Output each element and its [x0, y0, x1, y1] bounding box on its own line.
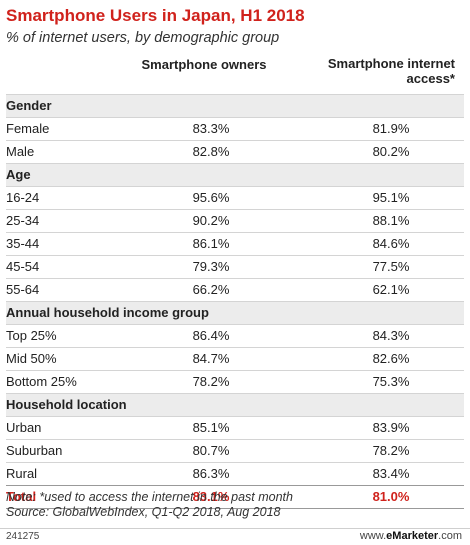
row-label: 16-24: [6, 190, 40, 205]
smartphone-internet-access-value: 84.6%: [372, 236, 410, 251]
smartphone-internet-access-value: 88.1%: [372, 213, 410, 228]
total-row: Total 83.1% 81.0%: [6, 485, 464, 509]
smartphone-owners-value: 83.3%: [192, 121, 230, 136]
brand-suffix: .com: [438, 530, 462, 542]
row-label: 45-54: [6, 259, 40, 274]
smartphone-internet-access-value: 84.3%: [372, 328, 410, 343]
row-label: Bottom 25%: [6, 374, 77, 389]
section-label: Age: [6, 167, 31, 182]
table-row: 45-54 79.3% 77.5%: [6, 255, 464, 278]
smartphone-owners-value: 90.2%: [192, 213, 230, 228]
data-table: Gender Female 83.3% 81.9% Male 82.8% 80.2% Age 1…: [6, 94, 464, 509]
smartphone-internet-access-value: 81.0%: [372, 489, 410, 504]
smartphone-owners-value: 84.7%: [192, 351, 230, 366]
smartphone-internet-access-value: 62.1%: [372, 282, 410, 297]
table-row: Urban 85.1% 83.9%: [6, 416, 464, 439]
smartphone-owners-value: 66.2%: [192, 282, 230, 297]
row-label: Total: [6, 489, 37, 504]
table-row: Suburban 80.7% 78.2%: [6, 439, 464, 462]
table-row: 55-64 66.2% 62.1%: [6, 278, 464, 301]
source-text: Source: GlobalWebIndex, Q1-Q2 2018, Aug …: [6, 505, 281, 519]
footer-divider: [0, 528, 470, 529]
smartphone-owners-value: 86.3%: [192, 466, 230, 481]
table-row: Top 25% 86.4% 84.3%: [6, 324, 464, 347]
section-row: Annual household income group: [6, 301, 464, 324]
smartphone-internet-access-value: 95.1%: [372, 190, 410, 205]
smartphone-internet-access-value: 81.9%: [372, 121, 410, 136]
column-header-smartphone-internet-access: Smartphone internet access*: [305, 56, 455, 86]
row-label: 55-64: [6, 282, 40, 297]
row-label: Mid 50%: [6, 351, 57, 366]
table-row: Bottom 25% 78.2% 75.3%: [6, 370, 464, 393]
smartphone-owners-value: 86.1%: [192, 236, 230, 251]
chart-id: 241275: [6, 531, 40, 542]
smartphone-owners-value: 82.8%: [192, 144, 230, 159]
table-row: 16-24 95.6% 95.1%: [6, 186, 464, 209]
smartphone-owners-value: 78.2%: [192, 374, 230, 389]
row-label: Urban: [6, 420, 42, 435]
chart-notes: Note: *used to access the internet in th…: [6, 490, 293, 520]
section-row: Gender: [6, 94, 464, 117]
brand-logo: www.eMarketer.com: [360, 530, 462, 542]
smartphone-owners-value: 85.1%: [192, 420, 230, 435]
row-label: Female: [6, 121, 50, 136]
section-row: Household location: [6, 393, 464, 416]
row-label: Top 25%: [6, 328, 57, 343]
section-label: Annual household income group: [6, 305, 209, 320]
smartphone-internet-access-value: 82.6%: [372, 351, 410, 366]
smartphone-owners-value: 80.7%: [192, 443, 230, 458]
smartphone-internet-access-value: 80.2%: [372, 144, 410, 159]
row-label: 25-34: [6, 213, 40, 228]
row-label: 35-44: [6, 236, 40, 251]
table-row: Male 82.8% 80.2%: [6, 140, 464, 163]
table-row: Rural 86.3% 83.4%: [6, 462, 464, 485]
table-row: 25-34 90.2% 88.1%: [6, 209, 464, 232]
chart-subtitle: % of internet users, by demographic grou…: [6, 30, 280, 46]
row-label: Rural: [6, 466, 38, 481]
row-label: Suburban: [6, 443, 63, 458]
note-text: Note: *used to access the internet in th…: [6, 490, 293, 504]
column-header-line-1: Smartphone internet: [327, 56, 455, 71]
column-header-line-2: access*: [406, 71, 455, 86]
brand-prefix: www.: [359, 530, 387, 542]
smartphone-owners-value: 83.1%: [192, 489, 230, 504]
section-label: Gender: [6, 98, 52, 113]
smartphone-owners-value: 79.3%: [192, 259, 230, 274]
table-row: Female 83.3% 81.9%: [6, 117, 464, 140]
section-row: Age: [6, 163, 464, 186]
chart-title: Smartphone Users in Japan, H1 2018: [6, 6, 305, 25]
smartphone-internet-access-value: 83.9%: [372, 420, 410, 435]
table-row: Mid 50% 84.7% 82.6%: [6, 347, 464, 370]
section-label: Household location: [6, 397, 127, 412]
smartphone-owners-value: 95.6%: [192, 190, 230, 205]
brand-name: eMarketer: [386, 530, 439, 542]
smartphone-internet-access-value: 77.5%: [372, 259, 410, 274]
smartphone-internet-access-value: 75.3%: [372, 374, 410, 389]
smartphone-internet-access-value: 78.2%: [372, 443, 410, 458]
row-label: Male: [6, 144, 35, 159]
column-header-smartphone-owners: Smartphone owners: [141, 57, 267, 72]
smartphone-internet-access-value: 83.4%: [372, 466, 410, 481]
smartphone-owners-value: 86.4%: [192, 328, 230, 343]
table-row: 35-44 86.1% 84.6%: [6, 232, 464, 255]
